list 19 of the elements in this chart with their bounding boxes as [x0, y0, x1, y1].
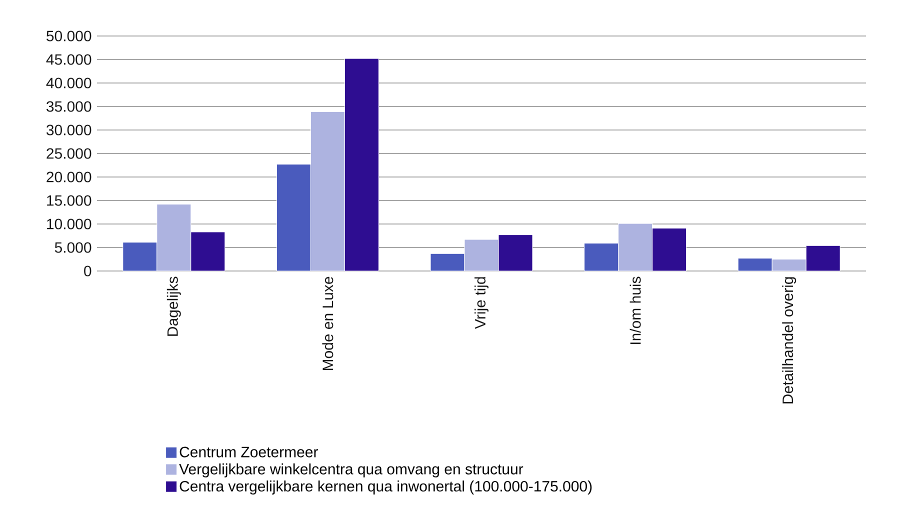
y-tick-label: 35.000	[46, 101, 92, 112]
y-tick-label: 0	[84, 266, 92, 276]
y-tick-label: 10.000	[47, 218, 92, 230]
x-tick-label: Vrije tijd	[474, 277, 488, 329]
x-tick-label: Detailhandel overig	[782, 277, 796, 404]
y-tick-label: 15.000	[47, 195, 92, 206]
y-tick-label: 30.000	[46, 124, 92, 136]
y-tick-label: 25.000	[46, 148, 92, 159]
x-tick-label: In/om huis	[630, 276, 641, 344]
legend-label: Vergelijkbare winkelcentra qua omvang en structuur	[179, 463, 524, 478]
x-tick-label: Mode en Luxe	[322, 276, 334, 370]
y-tick-label: 20.000	[46, 172, 92, 182]
y-tick-label: 40.000	[46, 78, 92, 88]
y-tick-label: 50.000	[46, 30, 92, 42]
y-tick-label: 45.000	[46, 54, 92, 65]
legend-label: Centra vergelijkbare kernen qua inwonertal (100.000-175.000)	[180, 480, 592, 495]
legend-label: Centrum Zoetermeer	[180, 446, 318, 458]
x-tick-label: Dagelijks	[166, 276, 181, 336]
y-tick-label: 5.000	[54, 242, 92, 253]
